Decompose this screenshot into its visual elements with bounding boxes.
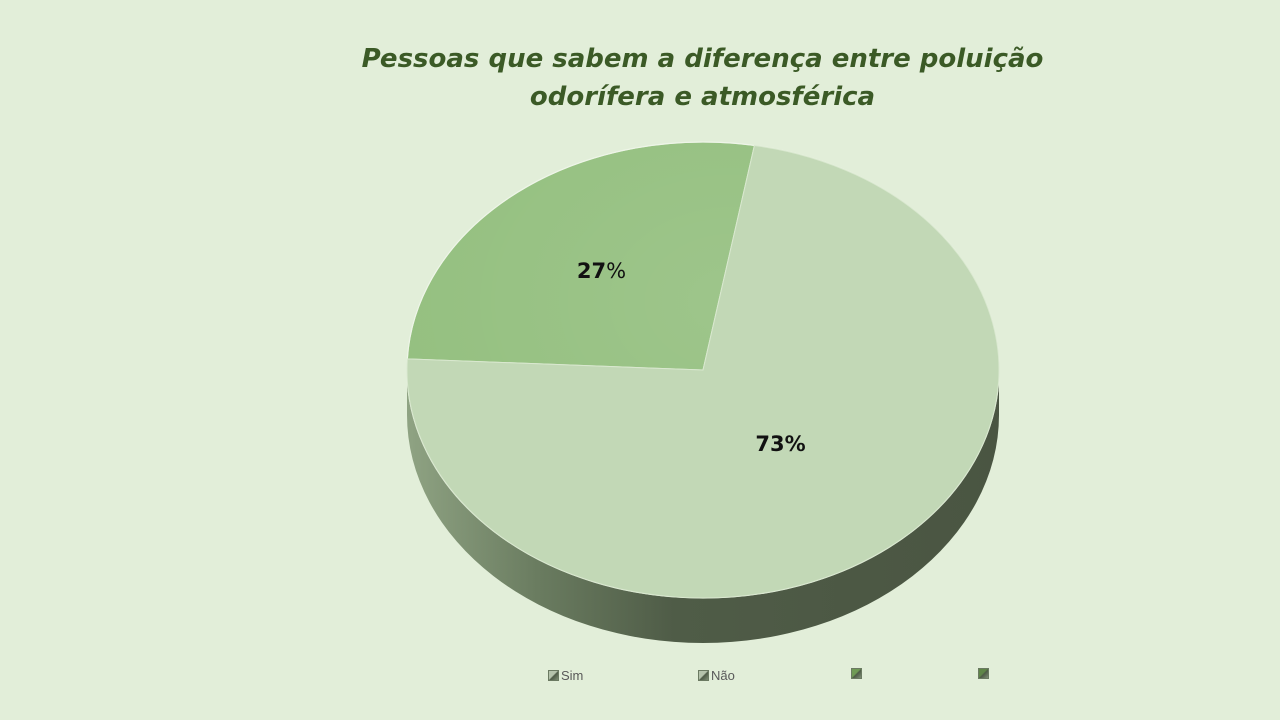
legend-label: Sim (561, 668, 584, 683)
legend-item-empty-2 (978, 668, 991, 679)
legend-swatch (548, 670, 559, 681)
legend-swatch (698, 670, 709, 681)
legend-item-empty-1 (851, 668, 864, 679)
pie-side-wall (407, 370, 999, 643)
data-label-no: 73% (755, 432, 805, 456)
legend-swatch (978, 668, 989, 679)
legend-label: Não (711, 668, 735, 683)
legend-swatch (851, 668, 862, 679)
legend-item-nao: Não (698, 668, 735, 683)
data-label-sim: 27% (577, 259, 626, 283)
pie-slice-no (406, 144, 1000, 599)
chart-legend: Sim Não (548, 668, 1008, 686)
legend-item-sim: Sim (548, 668, 583, 683)
chart-title: Pessoas que sabem a diferença entre polu… (361, 44, 1044, 112)
